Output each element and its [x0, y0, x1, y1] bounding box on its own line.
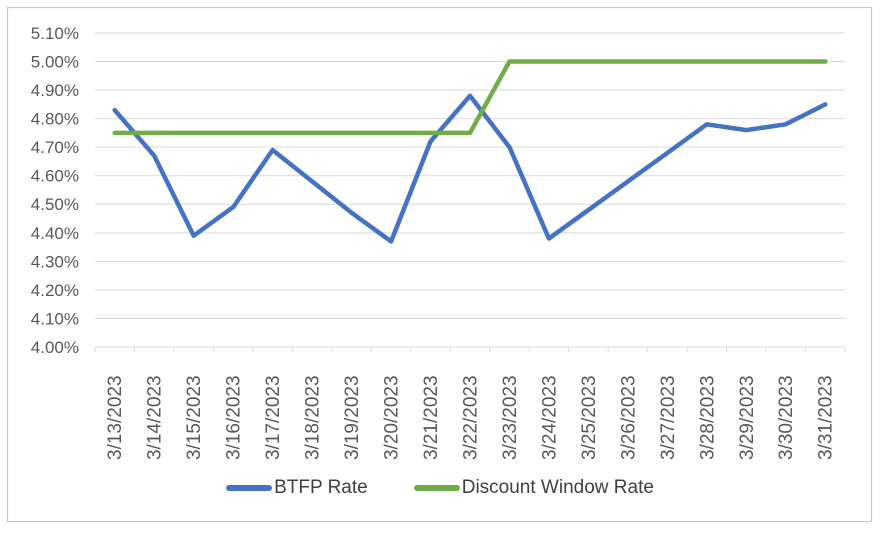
- x-axis-tick-label: 3/27/2023: [658, 375, 679, 460]
- btfp-rate-legend-line-icon: [226, 485, 273, 491]
- x-axis-tick-label: 3/18/2023: [303, 375, 324, 460]
- x-axis-tick-label: 3/17/2023: [263, 375, 284, 460]
- x-axis-tick-label: 3/13/2023: [105, 375, 126, 460]
- legend-item-discount-window-rate: Discount Window Rate: [413, 477, 654, 499]
- legend-item-btfp-rate: BTFP Rate: [226, 477, 368, 499]
- discount-window-rate-legend-line-icon: [413, 485, 460, 491]
- y-axis-tick-label: 5.10%: [31, 24, 79, 43]
- discount-window-rate-line: [112, 59, 828, 136]
- x-axis-tick-label: 3/29/2023: [737, 375, 758, 460]
- y-axis-tick-label: 4.30%: [31, 252, 79, 271]
- y-axis-tick-label: 4.60%: [31, 167, 79, 186]
- x-axis-tick-label: 3/31/2023: [816, 375, 837, 460]
- x-axis-tick-label: 3/21/2023: [421, 375, 442, 460]
- x-axis-tick-label: 3/30/2023: [776, 375, 797, 460]
- y-axis-tick-label: 4.00%: [31, 338, 79, 357]
- y-axis-tick-label: 5.00%: [31, 52, 79, 71]
- x-axis-tick-label: 3/15/2023: [184, 375, 205, 460]
- legend: BTFP Rate Discount Window Rate: [0, 477, 880, 499]
- y-axis-tick-label: 4.90%: [31, 81, 79, 100]
- x-axis-tick-label: 3/16/2023: [224, 375, 245, 460]
- x-axis-tick-label: 3/26/2023: [618, 375, 639, 460]
- legend-label-btfp-rate: BTFP Rate: [274, 477, 368, 498]
- x-axis-tick-label: 3/25/2023: [579, 375, 600, 460]
- y-axis-tick-label: 4.70%: [31, 138, 79, 157]
- btfp-rate-line: [112, 93, 828, 244]
- legend-label-discount-window-rate: Discount Window Rate: [461, 477, 654, 498]
- y-axis-tick-label: 4.40%: [31, 224, 79, 243]
- x-axis-tick-label: 3/28/2023: [697, 375, 718, 460]
- chart-frame-border: [6, 6, 873, 523]
- x-axis-tick-label: 3/20/2023: [382, 375, 403, 460]
- y-axis-tick-label: 4.80%: [31, 110, 79, 129]
- x-axis-tick-label: 3/23/2023: [500, 375, 521, 460]
- x-axis-tick-label: 3/22/2023: [460, 375, 481, 460]
- x-axis-tick-label: 3/24/2023: [539, 375, 560, 460]
- x-axis-tick-label: 3/19/2023: [342, 375, 363, 460]
- x-axis-tick-label: 3/14/2023: [145, 375, 166, 460]
- y-axis-tick-label: 4.50%: [31, 195, 79, 214]
- y-axis-tick-label: 4.20%: [31, 281, 79, 300]
- y-axis-tick-label: 4.10%: [31, 309, 79, 328]
